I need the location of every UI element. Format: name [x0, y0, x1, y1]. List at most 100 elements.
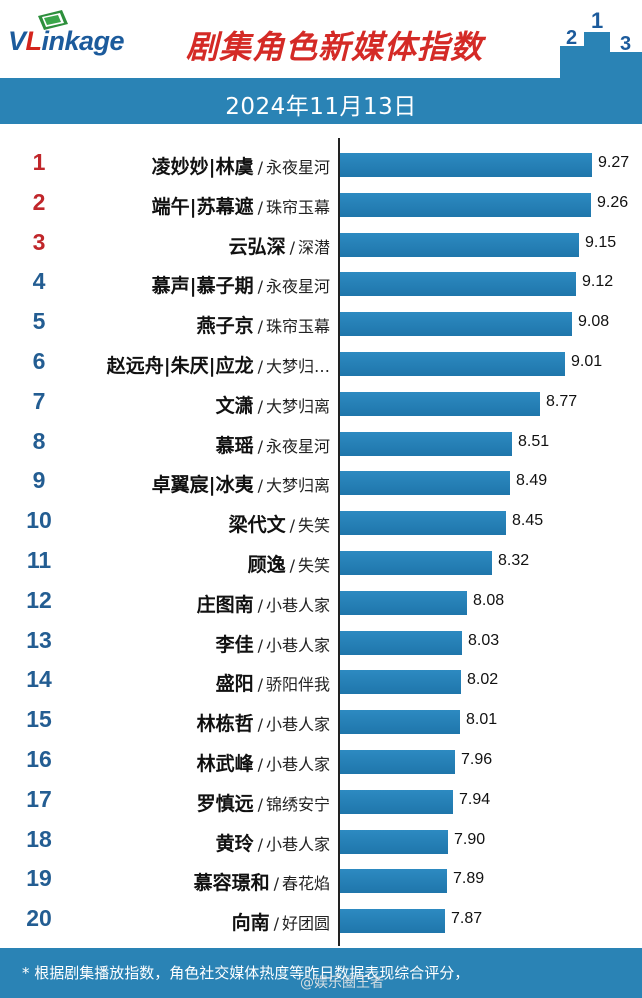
value-bar — [340, 192, 591, 217]
character-name: 慕声|慕子期 — [151, 275, 254, 298]
separator: / — [257, 436, 263, 456]
row-label: 罗慎远 / 锦绣安宁 — [197, 789, 330, 816]
chart-row: 3 云弘深 / 深潜 9.15 — [0, 224, 642, 264]
value-bar — [340, 232, 579, 257]
footer: * 根据剧集播放指数，角色社交媒体热度等昨日数据表现综合评分， @娱乐圈王者 — [0, 948, 642, 998]
value-label: 8.45 — [512, 512, 544, 530]
show-title: 小巷人家 — [265, 595, 330, 615]
row-label: 李佳 / 小巷人家 — [216, 630, 330, 657]
show-title: 锦绣安宁 — [265, 794, 330, 814]
row-label: 林栋哲 / 小巷人家 — [197, 709, 330, 736]
value-label: 8.32 — [498, 552, 530, 569]
row-label: 赵远舟|朱厌|应龙 / 大梦归… — [107, 351, 330, 378]
podium-label-1: 1 — [591, 8, 603, 33]
chart-row: 10 梁代文 / 失笑 8.45 — [0, 502, 642, 542]
separator: / — [273, 914, 279, 934]
row-label: 端午|苏幕遮 / 珠帘玉幕 — [152, 192, 330, 219]
character-name: 梁代文 — [228, 514, 286, 537]
separator: / — [257, 197, 263, 217]
watermark: @娱乐圈王者 — [300, 975, 384, 991]
logo-envelope-icon — [38, 10, 68, 30]
chart-row: 9 卓翼宸|冰夷 / 大梦归离 8.49 — [0, 462, 642, 502]
value-label: 8.03 — [468, 631, 500, 649]
row-label: 慕声|慕子期 / 永夜星河 — [152, 271, 330, 298]
value-bar — [340, 471, 510, 496]
character-name: 燕子京 — [196, 315, 254, 338]
show-title: 永夜星河 — [265, 436, 330, 456]
rank-number: 16 — [26, 746, 52, 772]
value-bar — [340, 272, 576, 297]
separator: / — [273, 874, 279, 894]
separator: / — [257, 715, 263, 735]
show-title: 小巷人家 — [265, 715, 330, 735]
character-name: 云弘深 — [228, 235, 286, 258]
value-bar — [340, 670, 461, 695]
value-label: 7.90 — [454, 830, 486, 848]
separator: / — [257, 396, 263, 416]
show-title: 春花焰 — [281, 874, 330, 894]
value-label: 7.96 — [461, 751, 493, 768]
value-bar — [340, 551, 492, 575]
row-label: 黄玲 / 小巷人家 — [216, 829, 330, 856]
value-bar — [340, 710, 460, 735]
value-bar — [340, 511, 506, 536]
character-name: 端午|苏幕遮 — [151, 195, 254, 218]
ranking-chart: 1 凌妙妙|林虞 / 永夜星河 9.27 2 端午|苏幕遮 / 珠帘玉幕 9.26 3 云弘深 / 深潜 9… — [0, 124, 642, 946]
value-label: 9.08 — [578, 313, 610, 331]
chart-row: 20 向南 / 好团圆 7.87 — [0, 900, 642, 940]
separator: / — [257, 595, 263, 615]
row-label: 凌妙妙|林虞 / 永夜星河 — [152, 152, 330, 179]
character-name: 罗慎远 — [196, 792, 254, 815]
value-label: 8.01 — [466, 711, 498, 729]
row-label: 向南 / 好团圆 — [232, 908, 330, 935]
chart-row: 5 燕子京 / 珠帘玉幕 9.08 — [0, 303, 642, 343]
separator: / — [257, 357, 263, 376]
chart-row: 18 黄玲 / 小巷人家 7.90 — [0, 821, 642, 861]
character-name: 庄图南 — [196, 593, 254, 616]
chart-axis-line — [338, 138, 340, 946]
character-name: 向南 — [231, 912, 270, 935]
value-bar — [340, 391, 540, 416]
separator: / — [289, 237, 295, 257]
show-title: 大梦归离 — [265, 396, 330, 416]
chart-row: 14 盛阳 / 骄阳伴我 8.02 — [0, 661, 642, 701]
rank-number: 4 — [32, 268, 46, 295]
character-name: 赵远舟|朱厌|应龙 — [106, 355, 254, 377]
value-label: 8.08 — [473, 591, 505, 609]
show-title: 骄阳伴我 — [265, 675, 330, 695]
row-label: 慕容璟和 / 春花焰 — [194, 868, 330, 895]
value-label: 9.27 — [598, 154, 630, 171]
show-title: 小巷人家 — [265, 635, 330, 655]
chart-row: 11 顾逸 / 失笑 8.32 — [0, 542, 642, 582]
chart-row: 19 慕容璟和 / 春花焰 7.89 — [0, 860, 642, 900]
character-name: 卓翼宸|冰夷 — [151, 474, 254, 497]
chart-row: 12 庄图南 / 小巷人家 8.08 — [0, 582, 642, 622]
show-title: 好团圆 — [281, 914, 330, 934]
separator: / — [289, 556, 295, 575]
chart-row: 7 文潇 / 大梦归离 8.77 — [0, 383, 642, 423]
show-title: 深潜 — [297, 237, 330, 257]
value-label: 9.12 — [582, 273, 614, 291]
row-label: 梁代文 / 失笑 — [229, 510, 330, 537]
rank-number: 15 — [26, 706, 52, 733]
character-name: 慕容璟和 — [193, 872, 270, 895]
rank-number: 3 — [32, 228, 46, 255]
rank-number: 8 — [32, 427, 46, 454]
row-label: 文潇 / 大梦归离 — [216, 391, 330, 418]
header: VLinkage 剧集角色新媒体指数 2 1 3 — [0, 0, 642, 78]
row-label: 顾逸 / 失笑 — [248, 550, 330, 577]
rank-number: 12 — [26, 586, 52, 613]
chart-row: 13 李佳 / 小巷人家 8.03 — [0, 622, 642, 662]
chart-row: 15 林栋哲 / 小巷人家 8.01 — [0, 701, 642, 741]
row-label: 卓翼宸|冰夷 / 大梦归离 — [152, 470, 330, 497]
value-label: 9.26 — [597, 193, 629, 211]
value-label: 8.51 — [518, 432, 550, 450]
show-title: 失笑 — [297, 556, 330, 575]
value-label: 7.94 — [459, 790, 491, 808]
value-bar — [340, 153, 592, 177]
logo: VLinkage — [8, 26, 125, 56]
separator: / — [257, 675, 263, 695]
rank-number: 17 — [26, 785, 52, 812]
row-label: 盛阳 / 骄阳伴我 — [216, 669, 330, 696]
value-label: 7.89 — [453, 870, 485, 888]
